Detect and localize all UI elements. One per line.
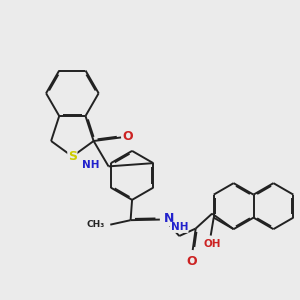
Text: OH: OH: [203, 239, 221, 249]
Text: N: N: [164, 212, 174, 226]
Text: O: O: [122, 130, 133, 143]
Text: NH: NH: [82, 160, 100, 170]
Text: S: S: [68, 150, 77, 163]
Text: CH₃: CH₃: [87, 220, 105, 229]
Text: O: O: [187, 255, 197, 268]
Text: NH: NH: [170, 222, 188, 233]
